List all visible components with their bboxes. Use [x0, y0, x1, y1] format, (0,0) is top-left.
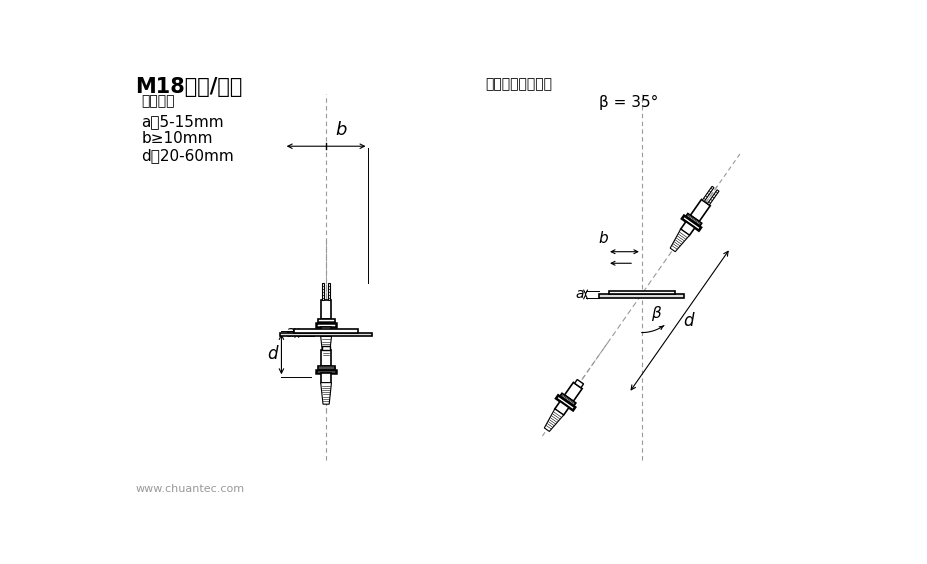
Polygon shape	[316, 369, 337, 373]
Text: a＝5-15mm: a＝5-15mm	[141, 114, 224, 129]
Text: b≥10mm: b≥10mm	[141, 131, 213, 146]
Polygon shape	[328, 283, 330, 300]
Polygon shape	[560, 393, 576, 406]
Text: M18安装/调节: M18安装/调节	[135, 77, 243, 97]
Polygon shape	[682, 215, 701, 231]
Polygon shape	[670, 229, 690, 252]
Bar	[609, 291, 675, 294]
Text: a: a	[286, 325, 295, 341]
Polygon shape	[544, 409, 564, 431]
Polygon shape	[565, 382, 582, 401]
Polygon shape	[321, 350, 332, 365]
Polygon shape	[680, 222, 695, 235]
Polygon shape	[318, 319, 335, 323]
Bar	[600, 294, 684, 298]
Polygon shape	[321, 336, 332, 358]
Text: b: b	[599, 231, 608, 245]
Polygon shape	[321, 382, 332, 404]
Text: d: d	[683, 311, 694, 329]
Text: d: d	[268, 345, 278, 363]
Text: （使用很厘纸张）: （使用很厘纸张）	[486, 77, 552, 91]
Bar	[280, 333, 373, 336]
Text: www.chuantec.com: www.chuantec.com	[135, 484, 244, 494]
Text: b: b	[336, 121, 348, 139]
Polygon shape	[322, 283, 324, 300]
Text: d＝20-60mm: d＝20-60mm	[141, 148, 234, 163]
Polygon shape	[556, 395, 576, 411]
Polygon shape	[575, 380, 584, 387]
Text: 推荐距离: 推荐距离	[141, 94, 175, 108]
Polygon shape	[318, 365, 335, 369]
Polygon shape	[691, 200, 710, 222]
Text: β = 35°: β = 35°	[599, 95, 658, 111]
Polygon shape	[686, 214, 702, 226]
Polygon shape	[703, 186, 714, 201]
Polygon shape	[321, 373, 332, 382]
Bar	[294, 329, 359, 333]
Text: a: a	[575, 288, 584, 301]
Polygon shape	[321, 327, 332, 336]
Text: β: β	[651, 306, 661, 321]
Polygon shape	[316, 323, 337, 327]
Polygon shape	[321, 300, 332, 319]
Polygon shape	[554, 402, 569, 415]
Polygon shape	[707, 190, 719, 205]
Polygon shape	[323, 346, 330, 350]
